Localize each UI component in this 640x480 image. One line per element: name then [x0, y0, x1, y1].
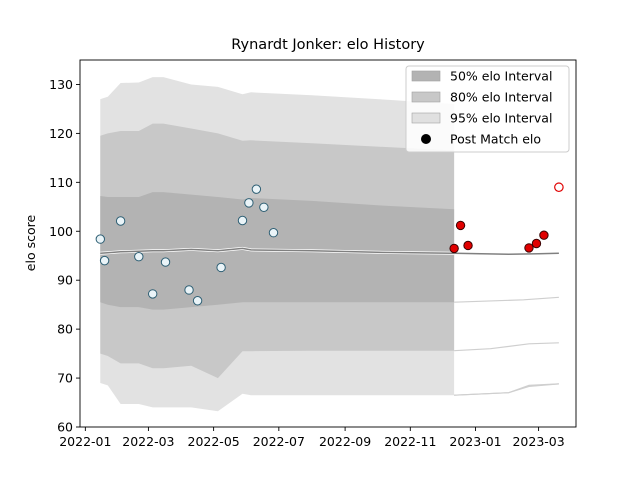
y-tick-label: 90	[57, 273, 73, 288]
recent-point	[531, 238, 542, 249]
x-tick-label: 2023-01	[449, 434, 501, 449]
future-point	[554, 182, 564, 193]
x-tick-label: 2022-03	[122, 434, 174, 449]
legend-swatch	[411, 112, 441, 124]
legend: 50% elo Interval 80% elo Interval 95% elo …	[405, 65, 570, 153]
y-tick-label: 60	[57, 420, 73, 435]
legend-label: Post Match elo	[450, 132, 541, 147]
recent-point	[524, 243, 534, 253]
legend-swatch	[411, 91, 441, 103]
y-tick-label: 100	[49, 224, 73, 239]
history-point	[268, 228, 279, 238]
plot-content	[95, 77, 564, 412]
history-point	[134, 252, 144, 262]
y-axis-label: elo score	[23, 215, 38, 272]
legend-swatch	[411, 70, 441, 82]
history-point	[192, 296, 203, 306]
x-tick-label: 2023-03	[512, 434, 564, 449]
x-tick-label: 2022-01	[59, 434, 111, 449]
history-point	[244, 198, 254, 208]
x-tick-label: 2022-07	[253, 434, 305, 449]
x-tick-label: 2022-09	[319, 434, 371, 449]
chart-title: Rynardt Jonker: elo History	[231, 37, 425, 53]
y-tick-label: 110	[49, 175, 73, 190]
history-point	[95, 234, 106, 244]
y-tick-label: 130	[49, 77, 73, 92]
legend-box	[405, 65, 570, 153]
history-point	[259, 202, 269, 212]
mean-line	[100, 247, 455, 255]
axes: 60 70 80 90 100 110 120 130 2022-01 2022-03 2022-0…	[49, 59, 577, 449]
recent-point	[539, 230, 549, 240]
future-interval-line	[454, 342, 559, 352]
plot-area	[95, 77, 564, 412]
history-point	[184, 285, 194, 295]
future-interval-line	[454, 383, 559, 396]
x-tick-label: 2022-05	[188, 434, 240, 449]
legend-label: 50% elo Interval	[450, 69, 552, 84]
recent-point	[463, 240, 473, 251]
x-tick-label: 2022-11	[384, 434, 436, 449]
future-mean-line	[454, 252, 559, 256]
y-tick-label: 80	[57, 322, 73, 337]
future-interval-line	[454, 296, 559, 303]
recent-point	[449, 243, 459, 254]
y-tick-label: 120	[49, 126, 73, 141]
history-point	[115, 216, 126, 226]
axes-frame	[79, 59, 577, 428]
legend-label: 95% elo Interval	[450, 111, 552, 126]
future-interval-line	[454, 383, 559, 396]
history-point	[251, 184, 262, 194]
history-point	[147, 289, 158, 299]
legend-label: 80% elo Interval	[450, 90, 552, 105]
recent-point	[455, 220, 466, 231]
legend-marker	[421, 134, 431, 144]
y-tick-label: 70	[57, 371, 73, 386]
history-point	[237, 215, 248, 226]
history-point	[99, 255, 110, 266]
history-point	[160, 257, 171, 267]
history-point	[216, 262, 226, 273]
